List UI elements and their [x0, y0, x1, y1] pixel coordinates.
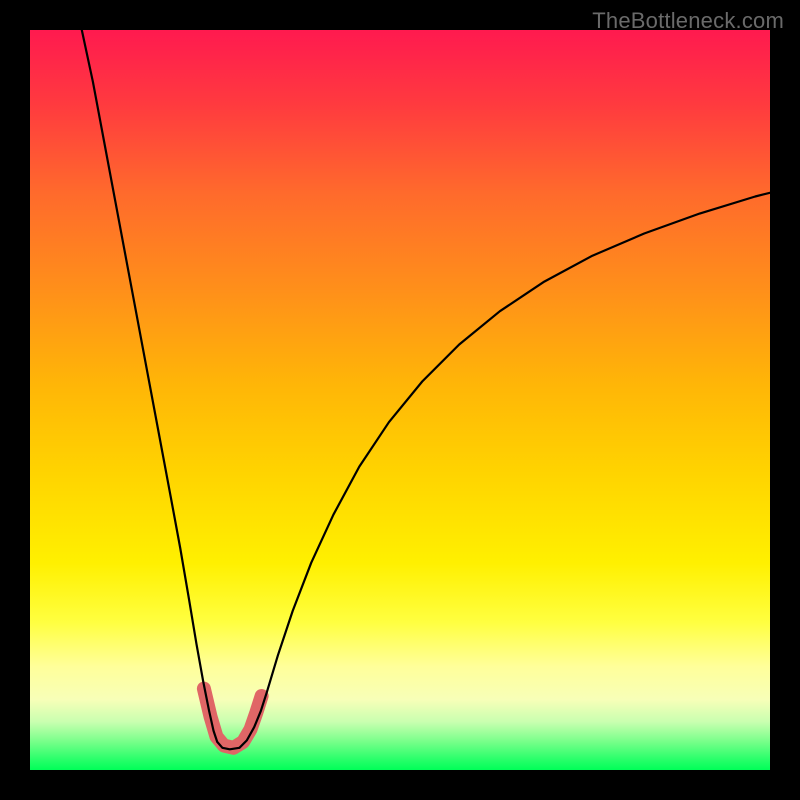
watermark-label: TheBottleneck.com: [592, 8, 784, 34]
chart-frame: [30, 30, 770, 770]
curve-svg: [30, 30, 770, 770]
bottleneck-curve: [82, 30, 770, 749]
optimal-region-highlight: [204, 689, 262, 748]
